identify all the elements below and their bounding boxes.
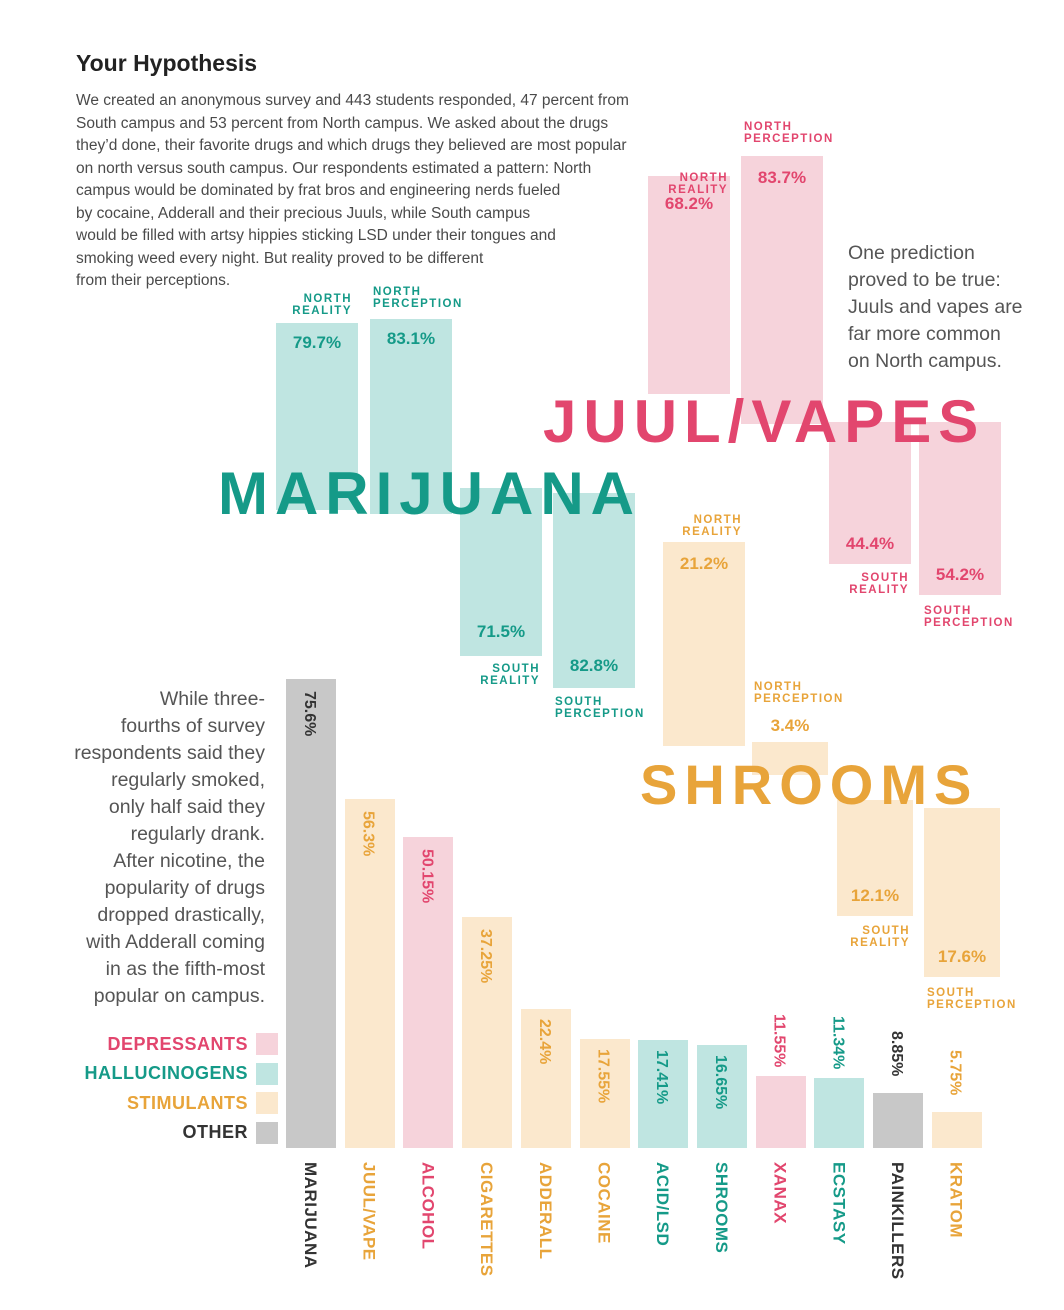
shrooms-series-label: SOUTH REALITY [850, 925, 910, 949]
popularity-value-label: 17.55% [594, 1049, 612, 1104]
shrooms-bar [663, 542, 745, 746]
juul-series-label: SOUTH PERCEPTION [924, 605, 1014, 629]
popularity-value-label: 17.41% [653, 1050, 671, 1105]
shrooms-value-label: 12.1% [850, 886, 900, 906]
popularity-note: While three- fourths of survey responden… [74, 688, 265, 1007]
legend-label: HALLUCINOGENS [84, 1063, 248, 1083]
popularity-value-label: 50.15% [418, 849, 436, 904]
shrooms-bar [837, 800, 913, 917]
popularity-bar [403, 837, 454, 1148]
legend-item: STIMULANTS [78, 1092, 278, 1114]
shrooms-value-label: 21.2% [679, 554, 729, 574]
legend-swatch [256, 1062, 278, 1085]
legend-item: HALLUCINOGENS [78, 1062, 278, 1085]
shrooms-value-label: 3.4% [770, 716, 810, 736]
juul-title: JUUL/VAPES [543, 388, 986, 455]
legend-swatch [256, 1092, 278, 1114]
page-title: Your Hypothesis [76, 50, 258, 76]
shrooms-bar [752, 742, 828, 775]
legend-label: STIMULANTS [127, 1092, 248, 1113]
legend-swatch [256, 1121, 278, 1144]
popularity-category-label: CIGARETTES [477, 1162, 497, 1277]
shrooms-value-label: 17.6% [937, 946, 987, 966]
popularity-value-label: 37.25% [477, 929, 495, 984]
popularity-value-label: 22.4% [535, 1019, 553, 1065]
juul-value-label: 83.7% [757, 168, 807, 188]
shrooms-series-label: NORTH REALITY [682, 514, 742, 538]
juul-bar [919, 422, 1001, 596]
popularity-category-label: JUUL/VAPE [359, 1162, 379, 1261]
popularity-bar [696, 1044, 747, 1148]
juul-value-label: 68.2% [664, 193, 714, 213]
shrooms-series-label: NORTH PERCEPTION [754, 681, 844, 705]
popularity-value-label: 75.6% [301, 691, 318, 737]
popularity-bar [462, 917, 513, 1148]
popularity-value-label: 11.34% [829, 1015, 847, 1070]
marijuana-value-label: 79.7% [292, 332, 342, 352]
popularity-category-label: SHROOMS [711, 1162, 731, 1254]
marijuana-series-label: NORTH PERCEPTION [373, 286, 463, 310]
popularity-value-label: 16.65% [711, 1054, 729, 1110]
juul-bar [829, 422, 911, 565]
popularity-bar [520, 1009, 571, 1148]
legend-item: DEPRESSANTS [78, 1033, 278, 1055]
popularity-value-label: 11.55% [770, 1014, 788, 1068]
legend-label: OTHER [182, 1122, 248, 1142]
marijuana-title: MARIJUANA [218, 460, 641, 527]
legend-item: OTHER [78, 1121, 278, 1144]
popularity-category-label: ADDERALL [535, 1162, 555, 1260]
popularity-bar [579, 1039, 630, 1148]
marijuana-value-label: 71.5% [476, 622, 526, 642]
marijuana-series-label: SOUTH REALITY [480, 663, 540, 687]
marijuana-series-label: NORTH REALITY [292, 293, 352, 317]
legend-label: DEPRESSANTS [107, 1033, 248, 1054]
popularity-bar [755, 1076, 806, 1148]
popularity-bar [814, 1077, 865, 1148]
juul-value-label: 54.2% [935, 565, 985, 585]
juul-series-label: NORTH PERCEPTION [744, 121, 834, 145]
marijuana-bar [370, 318, 452, 514]
legend-swatch [256, 1033, 278, 1055]
popularity-category-label: KRATOM [946, 1162, 966, 1239]
marijuana-value-label: 82.8% [569, 655, 619, 675]
shrooms-bar [924, 808, 1000, 977]
popularity-category-label: ACID/LSD [653, 1162, 673, 1247]
popularity-category-label: MARIJUANA [301, 1162, 320, 1269]
popularity-bar [873, 1093, 923, 1148]
juul-note: One prediction proved to be true: Juuls … [848, 242, 1023, 372]
shrooms-title: SHROOMS [640, 753, 979, 816]
popularity-category-label: XANAX [770, 1162, 790, 1225]
juul-series-label: NORTH REALITY [668, 172, 728, 196]
popularity-bar [344, 798, 395, 1148]
popularity-value-label: 56.3% [359, 810, 377, 857]
juul-series-label: SOUTH REALITY [849, 572, 909, 596]
popularity-bar [286, 679, 336, 1148]
marijuana-value-label: 83.1% [386, 328, 436, 348]
popularity-value-label: 5.75% [946, 1050, 964, 1096]
popularity-category-label: PAINKILLERS [888, 1162, 907, 1280]
marijuana-bar [276, 322, 358, 510]
popularity-bar [638, 1040, 689, 1148]
popularity-category-label: ECSTASY [829, 1162, 849, 1245]
popularity-category-label: COCAINE [594, 1162, 614, 1244]
intro-paragraph: We created an anonymous survey and 443 s… [76, 92, 629, 289]
marijuana-bar [460, 488, 542, 657]
juul-bar [741, 156, 823, 424]
marijuana-bar [553, 493, 635, 688]
marijuana-series-label: SOUTH PERCEPTION [555, 696, 645, 720]
popularity-value-label: 8.85% [888, 1031, 905, 1077]
popularity-bar [931, 1112, 982, 1148]
juul-value-label: 44.4% [845, 534, 895, 554]
popularity-category-label: ALCOHOL [418, 1162, 438, 1250]
shrooms-series-label: SOUTH PERCEPTION [927, 987, 1017, 1011]
juul-bar [648, 175, 730, 394]
